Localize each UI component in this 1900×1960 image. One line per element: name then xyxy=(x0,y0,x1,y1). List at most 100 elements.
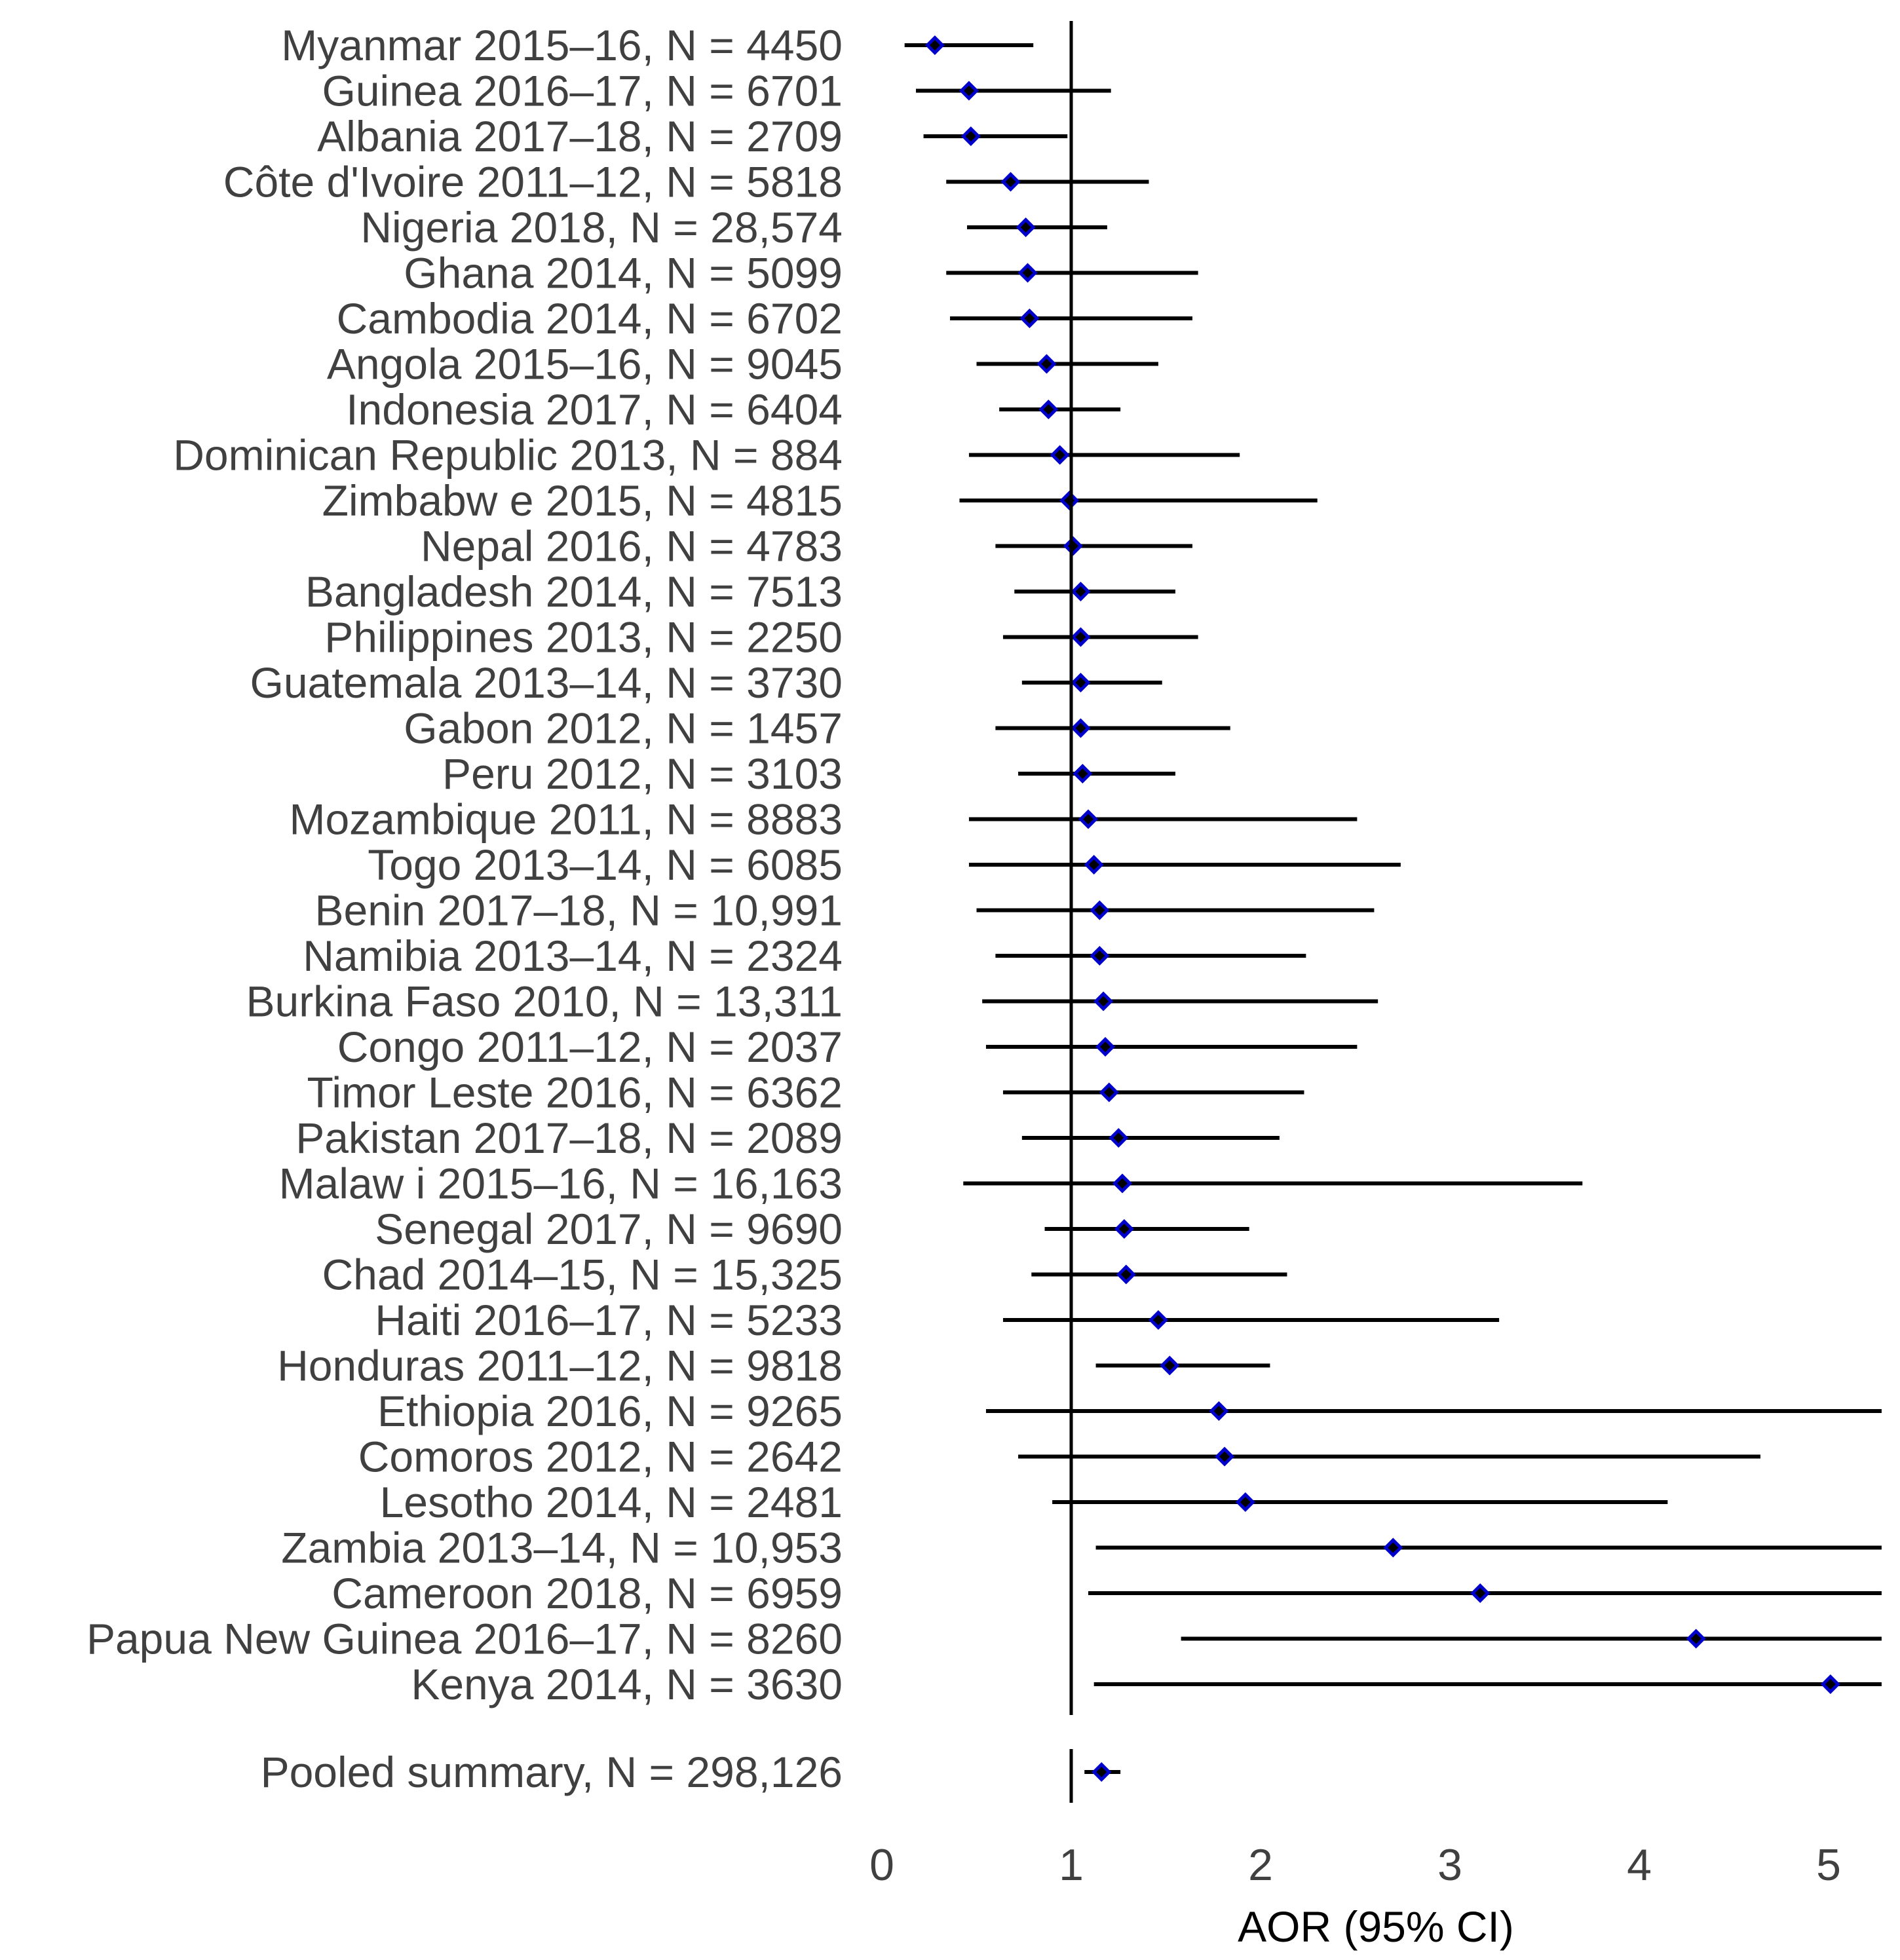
estimate-center xyxy=(1100,1042,1111,1052)
study-label: Kenya 2014, N = 3630 xyxy=(411,1660,843,1708)
study-row: Kenya 2014, N = 3630 xyxy=(411,1660,1882,1708)
study-row: Angola 2015–16, N = 9045 xyxy=(327,340,1158,388)
estimate-center xyxy=(1388,1542,1399,1553)
study-row: Mozambique 2011, N = 8883 xyxy=(290,795,1358,844)
study-label: Timor Leste 2016, N = 6362 xyxy=(307,1068,843,1117)
study-label: Guatemala 2013–14, N = 3730 xyxy=(250,658,843,707)
estimate-center xyxy=(1022,267,1033,278)
summary-estimate-center xyxy=(1096,1767,1107,1777)
study-label: Senegal 2017, N = 9690 xyxy=(375,1205,843,1253)
study-label: Myanmar 2015–16, N = 4450 xyxy=(281,21,843,69)
study-label: Cambodia 2014, N = 6702 xyxy=(337,294,843,343)
study-label: Dominican Republic 2013, N = 884 xyxy=(173,431,843,480)
estimate-center xyxy=(1043,404,1054,415)
estimate-center xyxy=(1075,631,1086,643)
study-label: Côte d'Ivoire 2011–12, N = 5818 xyxy=(223,158,843,206)
study-label: Namibia 2013–14, N = 2324 xyxy=(303,932,843,980)
estimate-center xyxy=(1120,1269,1131,1280)
estimate-center xyxy=(1054,449,1065,461)
estimate-center xyxy=(929,40,940,50)
study-row: Haiti 2016–17, N = 5233 xyxy=(375,1296,1500,1344)
study-label: Gabon 2012, N = 1457 xyxy=(404,704,843,753)
estimate-center xyxy=(965,131,976,141)
study-label: Philippines 2013, N = 2250 xyxy=(324,613,843,662)
x-tick-label: 4 xyxy=(1627,1840,1652,1890)
study-label: Togo 2013–14, N = 6085 xyxy=(368,840,843,889)
estimate-center xyxy=(1083,814,1094,825)
estimate-center xyxy=(1213,1406,1225,1416)
study-label: Pakistan 2017–18, N = 2089 xyxy=(295,1114,843,1162)
study-label: Papua New Guinea 2016–17, N = 8260 xyxy=(86,1615,843,1663)
summary-label: Pooled summary, N = 298,126 xyxy=(261,1748,843,1796)
study-row: Côte d'Ivoire 2011–12, N = 5818 xyxy=(223,158,1149,206)
estimate-center xyxy=(1041,358,1052,369)
study-row: Namibia 2013–14, N = 2324 xyxy=(303,932,1306,980)
study-label: Chad 2014–15, N = 15,325 xyxy=(322,1251,843,1299)
study-row: Congo 2011–12, N = 2037 xyxy=(337,1023,1358,1071)
study-row: Cambodia 2014, N = 6702 xyxy=(337,294,1192,343)
x-tick-label: 2 xyxy=(1248,1840,1273,1890)
estimate-center xyxy=(1113,1133,1124,1143)
estimate-center xyxy=(963,85,974,96)
study-row: Peru 2012, N = 3103 xyxy=(442,749,1175,798)
estimate-center xyxy=(1690,1633,1701,1644)
study-row: Malaw i 2015–16, N = 16,163 xyxy=(279,1159,1583,1208)
study-label: Bangladesh 2014, N = 7513 xyxy=(305,567,843,616)
study-label: Nepal 2016, N = 4783 xyxy=(421,522,843,571)
estimate-center xyxy=(1075,677,1086,688)
study-row: Pakistan 2017–18, N = 2089 xyxy=(295,1114,1280,1162)
estimate-center xyxy=(1024,313,1035,324)
study-label: Zambia 2013–14, N = 10,953 xyxy=(281,1524,843,1572)
study-label: Cameroon 2018, N = 6959 xyxy=(332,1569,843,1617)
study-label: Lesotho 2014, N = 2481 xyxy=(380,1478,843,1526)
pooled-summary-row: Pooled summary, N = 298,126 xyxy=(261,1748,1121,1796)
study-row: Honduras 2011–12, N = 9818 xyxy=(277,1342,1270,1390)
study-label: Haiti 2016–17, N = 5233 xyxy=(375,1296,843,1344)
estimate-center xyxy=(1103,1087,1114,1098)
study-row: Papua New Guinea 2016–17, N = 8260 xyxy=(86,1615,1882,1663)
study-row: Zimbabw e 2015, N = 4815 xyxy=(322,476,1318,525)
study-label: Zimbabw e 2015, N = 4815 xyxy=(322,476,843,525)
x-tick-label: 0 xyxy=(869,1840,894,1890)
estimate-center xyxy=(1152,1315,1164,1325)
study-label: Angola 2015–16, N = 9045 xyxy=(327,340,843,388)
study-row: Chad 2014–15, N = 15,325 xyxy=(322,1251,1287,1299)
study-row: Burkina Faso 2010, N = 13,311 xyxy=(246,977,1378,1026)
x-tick-label: 5 xyxy=(1816,1840,1841,1890)
estimate-center xyxy=(1094,905,1105,916)
study-label: Guinea 2016–17, N = 6701 xyxy=(322,67,843,115)
estimate-center xyxy=(1075,723,1086,734)
x-axis-ticks: 0 1 2 3 4 5 xyxy=(869,1840,1841,1890)
study-row: Bangladesh 2014, N = 7513 xyxy=(305,567,1175,616)
study-row: Ethiopia 2016, N = 9265 xyxy=(377,1387,1882,1435)
study-row: Albania 2017–18, N = 2709 xyxy=(317,112,1068,160)
study-label: Comoros 2012, N = 2642 xyxy=(358,1433,843,1481)
study-label: Honduras 2011–12, N = 9818 xyxy=(277,1342,843,1390)
study-row: Comoros 2012, N = 2642 xyxy=(358,1433,1760,1481)
study-row: Cameroon 2018, N = 6959 xyxy=(332,1569,1882,1617)
estimate-center xyxy=(1088,859,1099,870)
study-label: Nigeria 2018, N = 28,574 xyxy=(360,203,843,252)
study-row: Myanmar 2015–16, N = 4450 xyxy=(281,21,1034,69)
estimate-center xyxy=(1020,222,1031,233)
study-row: Philippines 2013, N = 2250 xyxy=(324,613,1198,662)
study-label: Malaw i 2015–16, N = 16,163 xyxy=(279,1159,843,1208)
study-row: Guatemala 2013–14, N = 3730 xyxy=(250,658,1162,707)
study-row: Ghana 2014, N = 5099 xyxy=(404,249,1198,297)
study-row: Senegal 2017, N = 9690 xyxy=(375,1205,1249,1253)
study-label: Indonesia 2017, N = 6404 xyxy=(346,385,843,434)
study-label: Peru 2012, N = 3103 xyxy=(442,749,843,798)
study-row: Indonesia 2017, N = 6404 xyxy=(346,385,1121,434)
study-row: Zambia 2013–14, N = 10,953 xyxy=(281,1524,1882,1572)
estimate-center xyxy=(1825,1679,1836,1689)
estimate-center xyxy=(1075,586,1086,597)
study-row: Dominican Republic 2013, N = 884 xyxy=(173,431,1240,480)
estimate-center xyxy=(1240,1497,1251,1507)
study-label: Benin 2017–18, N = 10,991 xyxy=(314,886,843,935)
x-tick-label: 3 xyxy=(1437,1840,1462,1890)
x-tick-label: 1 xyxy=(1059,1840,1084,1890)
study-label: Ghana 2014, N = 5099 xyxy=(404,249,843,297)
study-row: Guinea 2016–17, N = 6701 xyxy=(322,67,1111,115)
